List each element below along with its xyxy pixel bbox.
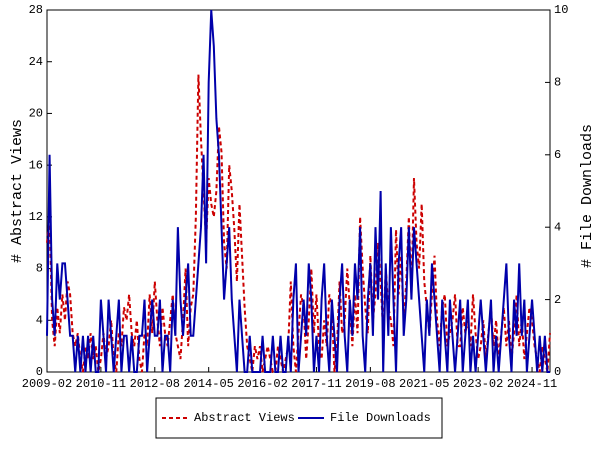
y2-tick-label: 6 — [554, 148, 561, 162]
legend-label: File Downloads — [330, 411, 431, 425]
legend — [155, 397, 443, 439]
x-tick-label: 2014-05 — [183, 377, 233, 391]
y-tick-label: 8 — [36, 262, 43, 276]
x-tick-label: 2010-11 — [76, 377, 126, 391]
y2-tick-label: 4 — [554, 220, 561, 234]
y-tick-label: 28 — [29, 3, 43, 17]
series-line — [46, 9, 550, 373]
legend-label: Abstract Views — [194, 411, 295, 425]
x-tick-label: 2021-05 — [399, 377, 449, 391]
y-tick-label: 20 — [29, 107, 43, 121]
y2-tick-label: 2 — [554, 293, 561, 307]
y-tick-label: 16 — [29, 158, 43, 172]
y2-tick-label: 8 — [554, 76, 561, 90]
x-tick-label: 2024-11 — [507, 377, 557, 391]
y-axis-label: # Abstract Views — [9, 119, 26, 263]
y2-tick-label: 10 — [554, 3, 568, 17]
y2-tick-label: 0 — [554, 365, 561, 379]
x-tick-label: 2019-08 — [345, 377, 395, 391]
y-tick-label: 0 — [36, 365, 43, 379]
x-tick-label: 2009-02 — [22, 377, 72, 391]
x-tick-label: 2016-02 — [237, 377, 287, 391]
y-tick-label: 4 — [36, 313, 43, 327]
series-line — [46, 74, 551, 373]
y-tick-label: 12 — [29, 210, 43, 224]
y-tick-label: 24 — [29, 55, 43, 69]
x-tick-label: 2012-08 — [130, 377, 180, 391]
x-tick-label: 2023-02 — [453, 377, 503, 391]
x-tick-label: 2017-11 — [291, 377, 341, 391]
y2-axis-label: # File Downloads — [579, 124, 596, 268]
